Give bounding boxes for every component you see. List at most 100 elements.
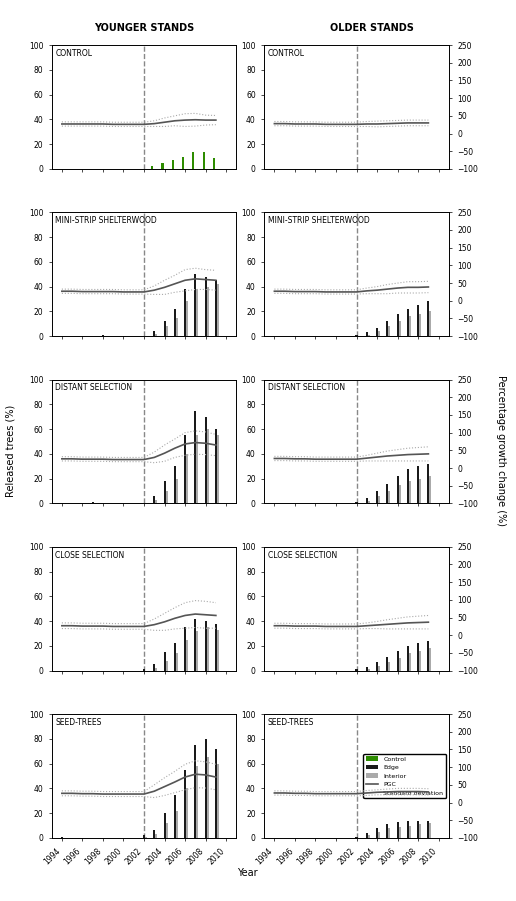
Bar bbox=[197, 766, 199, 838]
Text: CONTROL: CONTROL bbox=[268, 49, 305, 58]
Bar bbox=[419, 478, 421, 504]
Bar bbox=[427, 821, 429, 838]
Bar bbox=[429, 476, 431, 504]
Bar bbox=[429, 312, 431, 336]
Text: SEED-TREES: SEED-TREES bbox=[55, 718, 102, 727]
Bar bbox=[399, 322, 400, 336]
Bar bbox=[166, 491, 168, 504]
Bar bbox=[184, 627, 186, 670]
Bar bbox=[419, 314, 421, 336]
Bar bbox=[409, 316, 411, 336]
Bar bbox=[356, 669, 358, 670]
Bar bbox=[399, 485, 400, 504]
Text: OLDER STANDS: OLDER STANDS bbox=[330, 23, 413, 32]
Bar bbox=[419, 651, 421, 670]
Bar bbox=[143, 669, 145, 670]
Text: YOUNGER STANDS: YOUNGER STANDS bbox=[94, 23, 195, 32]
Text: Percentage growth change (%): Percentage growth change (%) bbox=[495, 375, 506, 526]
Bar bbox=[409, 481, 411, 504]
Bar bbox=[176, 478, 178, 504]
Bar bbox=[386, 322, 389, 336]
Bar bbox=[389, 662, 391, 670]
Bar bbox=[61, 837, 63, 838]
Bar bbox=[174, 643, 176, 670]
Bar bbox=[368, 669, 370, 670]
Bar bbox=[386, 657, 389, 670]
Bar bbox=[399, 659, 400, 670]
Bar bbox=[389, 491, 391, 504]
Bar bbox=[202, 151, 204, 169]
Bar bbox=[155, 834, 157, 838]
Bar bbox=[176, 811, 178, 838]
Bar bbox=[155, 333, 157, 336]
Text: SEED-TREES: SEED-TREES bbox=[268, 718, 314, 727]
Bar bbox=[407, 309, 409, 336]
Bar bbox=[376, 828, 378, 838]
Bar bbox=[366, 833, 368, 838]
Bar bbox=[197, 289, 199, 336]
Bar bbox=[204, 621, 206, 670]
Bar bbox=[217, 630, 219, 670]
Bar bbox=[184, 435, 186, 504]
Bar bbox=[407, 469, 409, 504]
Bar bbox=[397, 822, 399, 838]
Bar bbox=[166, 326, 168, 336]
Bar bbox=[172, 160, 174, 169]
Bar bbox=[186, 640, 188, 670]
Bar bbox=[197, 631, 199, 670]
Bar bbox=[378, 496, 380, 504]
Bar bbox=[429, 823, 431, 838]
Bar bbox=[102, 335, 104, 336]
Text: Released trees (%): Released trees (%) bbox=[5, 405, 15, 496]
Bar bbox=[195, 274, 197, 336]
Text: Year: Year bbox=[237, 869, 258, 878]
Bar bbox=[417, 821, 419, 838]
Bar bbox=[417, 467, 419, 504]
Bar bbox=[215, 749, 217, 838]
Legend: Control, Edge, Interior, PGC, Standard deviation: Control, Edge, Interior, PGC, Standard d… bbox=[363, 754, 446, 798]
Text: MINI-STRIP SHELTERWOOD: MINI-STRIP SHELTERWOOD bbox=[268, 216, 369, 225]
Bar bbox=[399, 827, 400, 838]
Bar bbox=[217, 284, 219, 336]
Bar bbox=[217, 435, 219, 504]
Bar bbox=[195, 745, 197, 838]
Bar bbox=[366, 332, 368, 336]
Bar bbox=[407, 646, 409, 670]
Bar bbox=[427, 302, 429, 336]
Bar bbox=[427, 464, 429, 504]
Bar bbox=[386, 824, 389, 838]
Bar bbox=[215, 280, 217, 336]
Bar bbox=[356, 837, 358, 838]
Bar bbox=[195, 411, 197, 504]
Bar bbox=[186, 302, 188, 336]
Bar bbox=[217, 763, 219, 838]
Bar bbox=[204, 739, 206, 838]
Bar bbox=[184, 289, 186, 336]
Bar bbox=[92, 502, 94, 504]
Bar bbox=[164, 322, 166, 336]
Text: MINI-STRIP SHELTERWOOD: MINI-STRIP SHELTERWOOD bbox=[55, 216, 157, 225]
Bar bbox=[427, 641, 429, 670]
Bar bbox=[206, 627, 208, 670]
Bar bbox=[376, 328, 378, 336]
Bar bbox=[206, 287, 208, 336]
Bar bbox=[153, 332, 155, 336]
Bar bbox=[204, 416, 206, 504]
Bar bbox=[376, 662, 378, 670]
Bar bbox=[186, 788, 188, 838]
Bar bbox=[145, 837, 147, 838]
Bar bbox=[397, 651, 399, 670]
Bar bbox=[417, 305, 419, 336]
Bar bbox=[356, 335, 358, 336]
Bar bbox=[164, 481, 166, 504]
Bar bbox=[397, 476, 399, 504]
Text: DISTANT SELECTION: DISTANT SELECTION bbox=[55, 383, 133, 392]
Bar bbox=[176, 318, 178, 336]
Bar bbox=[378, 666, 380, 670]
Bar bbox=[204, 277, 206, 336]
Bar bbox=[409, 653, 411, 670]
Bar bbox=[213, 158, 215, 169]
Bar bbox=[417, 643, 419, 670]
Bar bbox=[197, 435, 199, 504]
Bar bbox=[419, 824, 421, 838]
